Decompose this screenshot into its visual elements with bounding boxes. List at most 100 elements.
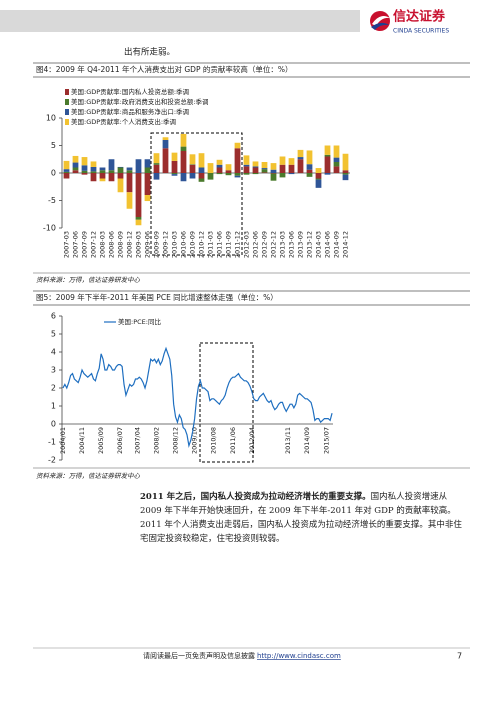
bar-segment (234, 148, 241, 173)
legend-swatch (65, 89, 69, 95)
bar-segment (180, 146, 187, 151)
bar-segment (63, 169, 70, 172)
x-tick-label: 2013-06 (288, 231, 296, 258)
x-tick-label: 2014-03 (315, 231, 323, 258)
figure-source: 资料来源：万得，信达证券研发中心 (36, 472, 141, 480)
bar-segment (342, 174, 349, 181)
y-tick-label: 0 (51, 420, 56, 429)
bar-segment (144, 195, 151, 202)
bar-segment (117, 173, 124, 179)
bar-segment (162, 140, 169, 149)
bar-segment (333, 157, 340, 162)
x-tick-label: 2009-09 (153, 231, 161, 258)
bar-segment (279, 173, 286, 178)
x-tick-label: 2012-06 (252, 231, 260, 258)
x-tick-label: 2010-03 (171, 231, 179, 258)
x-tick-label: 2007-03 (63, 231, 71, 258)
x-tick-label: 2008-03 (99, 231, 107, 258)
bar-segment (234, 175, 241, 178)
x-tick-label: 2014-09 (333, 231, 341, 258)
y-tick-label: 2 (51, 384, 56, 393)
x-tick-label: 2011-03 (207, 231, 215, 258)
x-tick-label: 2010-12 (198, 231, 206, 258)
bar-segment (153, 153, 160, 164)
x-tick-label: 2012-03 (243, 231, 251, 258)
x-tick-label: 2010-06 (180, 231, 188, 258)
header-band (0, 10, 360, 32)
bar-segment (279, 156, 286, 165)
bar-segment (117, 178, 124, 193)
y-tick-label: -1 (48, 438, 56, 447)
paragraph-lead: 2011 年之后，国内私人投资成为拉动经济增长的重要支撑。 (140, 492, 371, 502)
bar-segment (270, 173, 277, 174)
x-tick-label: 2009-03 (135, 231, 143, 258)
bar-segment (324, 156, 331, 173)
legend-label: 美国:GDP贡献率:政府消费支出和投资总额:季调 (71, 97, 209, 106)
legend-swatch (65, 109, 69, 115)
x-tick-label: 2010/08 (210, 427, 218, 454)
bar-segment (252, 173, 259, 175)
footer-disclaimer: 请阅读最后一页免责声明及信息披露 (143, 651, 255, 660)
x-tick-label: 2008-12 (126, 231, 134, 258)
x-tick-label: 2009-12 (162, 231, 170, 258)
x-tick-label: 2007-09 (81, 231, 89, 258)
bar-segment (234, 142, 241, 149)
bar-segment (324, 173, 331, 175)
y-tick-label: 0 (51, 169, 56, 178)
bar-segment (108, 159, 115, 171)
bar-segment (171, 173, 178, 175)
y-tick-label: 5 (51, 330, 56, 339)
bar-segment (333, 166, 340, 173)
page-number: 7 (457, 652, 462, 661)
bar-segment (225, 164, 232, 171)
bar-segment (135, 219, 142, 226)
bar-segment (144, 173, 151, 195)
bar-segment (288, 158, 295, 165)
bar-segment (243, 155, 250, 165)
legend-label: 美国:GDP贡献率:个人消费支出:季调 (71, 117, 176, 126)
x-tick-label: 2010-09 (189, 231, 197, 258)
bar-segment (99, 167, 106, 171)
bar-segment (252, 161, 259, 167)
bar-segment (324, 154, 331, 157)
y-tick-label: 3 (51, 366, 56, 375)
bar-segment (333, 145, 340, 158)
bar-segment (261, 162, 268, 169)
bar-segment (198, 178, 205, 182)
bar-segment (135, 217, 142, 220)
bar-segment (189, 164, 196, 173)
bar-segment (261, 169, 268, 173)
bar-segment (81, 157, 88, 166)
bar-segment (243, 166, 250, 173)
bar-segment (243, 173, 250, 175)
bar-segment (216, 159, 223, 165)
bar-segment (153, 164, 160, 173)
bar-segment (261, 172, 268, 173)
bar-segment (234, 173, 241, 176)
bar-segment (297, 157, 304, 160)
bar-segment (117, 166, 124, 168)
figure-caption: 图4：2009 年 Q4-2011 年个人消费支出对 GDP 的贡献率较高（单位… (36, 64, 292, 74)
x-tick-label: 2013-12 (306, 231, 314, 258)
bar-segment (81, 173, 88, 175)
bar-segment (180, 133, 187, 147)
bar-segment (81, 170, 88, 173)
x-tick-label: 2007-12 (90, 231, 98, 258)
bar-segment (315, 168, 322, 173)
footer-url[interactable]: http://www.cindasc.com (257, 652, 341, 660)
bar-segment (144, 159, 151, 168)
x-tick-label: 2011-06 (216, 231, 224, 258)
y-tick-label: -10 (43, 224, 56, 233)
bar-segment (270, 163, 277, 170)
bar-segment (297, 149, 304, 158)
y-tick-label: 5 (51, 141, 56, 150)
x-tick-label: 2013-09 (297, 231, 305, 258)
bar-segment (180, 173, 187, 182)
bar-segment (126, 192, 133, 209)
legend-swatch (65, 119, 69, 125)
bar-segment (63, 171, 70, 173)
bar-segment (108, 173, 115, 182)
bar-segment (288, 164, 295, 173)
x-tick-label: 2011-12 (234, 231, 242, 258)
